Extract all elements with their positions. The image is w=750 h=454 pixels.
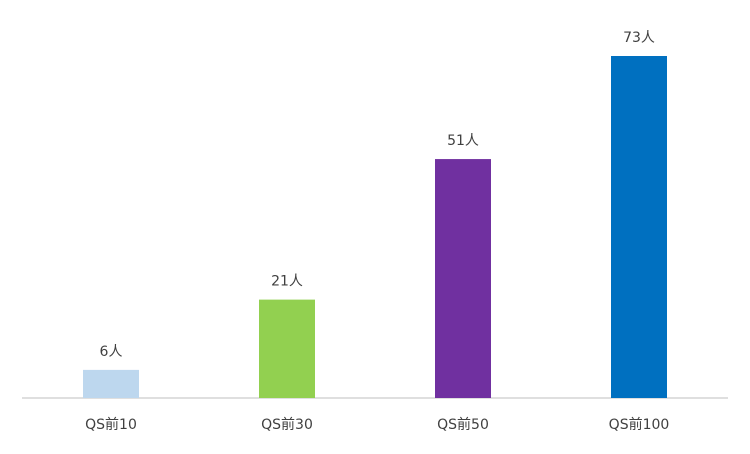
data-label: 6人 <box>100 344 123 360</box>
x-tick-label: QS前10 <box>85 416 137 433</box>
data-label: 51人 <box>447 133 479 149</box>
x-tick-label: QS前100 <box>609 416 670 433</box>
bar-1 <box>259 299 315 398</box>
data-label: 21人 <box>271 274 303 290</box>
data-label: 73人 <box>623 30 655 46</box>
bar-2 <box>435 159 491 398</box>
bar-0 <box>83 369 139 398</box>
bar-3 <box>611 56 667 398</box>
x-tick-label: QS前30 <box>261 416 313 433</box>
x-tick-label: QS前50 <box>437 416 489 433</box>
